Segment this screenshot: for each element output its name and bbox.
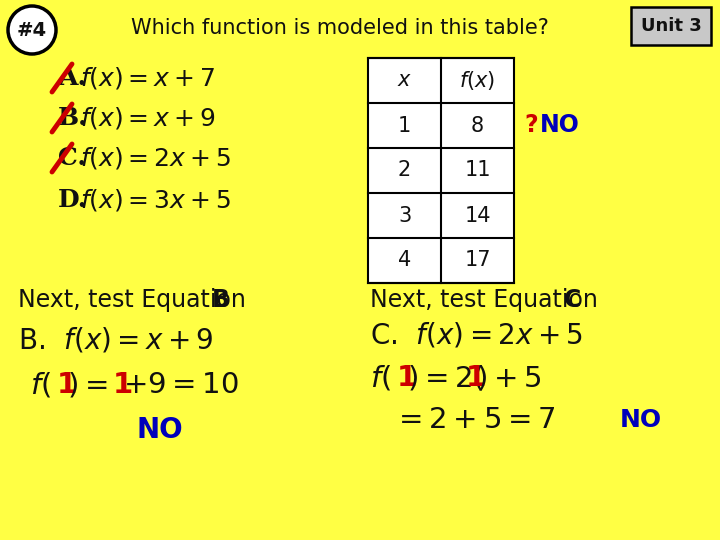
Text: 17: 17 [464, 251, 491, 271]
Text: B.: B. [58, 106, 88, 130]
Text: $f($: $f($ [370, 363, 391, 393]
Text: ?: ? [524, 113, 538, 138]
Text: $f(x) = 2x + 5$: $f(x) = 2x + 5$ [80, 145, 231, 171]
Text: 1: 1 [397, 364, 418, 392]
Text: $) = 2($: $) = 2($ [407, 363, 484, 393]
Text: $f($: $f($ [30, 370, 51, 400]
Text: NO: NO [540, 113, 580, 138]
Text: Unit 3: Unit 3 [641, 17, 701, 35]
Circle shape [8, 6, 56, 54]
Text: 1: 1 [113, 371, 133, 399]
Text: Next, test Equation: Next, test Equation [18, 288, 253, 312]
Text: 3: 3 [398, 206, 411, 226]
Text: $) + 5$: $) + 5$ [476, 363, 541, 393]
FancyBboxPatch shape [368, 58, 514, 283]
Text: C.  $f(x) = 2x + 5$: C. $f(x) = 2x + 5$ [370, 321, 583, 349]
Text: NO: NO [137, 416, 184, 444]
Text: $f(x) = 3x + 5$: $f(x) = 3x + 5$ [80, 187, 231, 213]
Text: #4: #4 [17, 21, 47, 39]
Text: 1: 1 [466, 364, 486, 392]
Text: NO: NO [620, 408, 662, 432]
Text: 1: 1 [57, 371, 77, 399]
Text: 14: 14 [464, 206, 491, 226]
Text: 11: 11 [464, 160, 491, 180]
Text: 2: 2 [398, 160, 411, 180]
Text: C: C [564, 288, 581, 312]
Text: B.  $f(x) = x + 9$: B. $f(x) = x + 9$ [18, 326, 214, 354]
Text: $= 2 + 5 = 7$: $= 2 + 5 = 7$ [393, 406, 555, 434]
Text: A.: A. [58, 66, 86, 90]
Text: 8: 8 [471, 116, 484, 136]
Text: D.: D. [58, 188, 87, 212]
FancyBboxPatch shape [631, 7, 711, 45]
Text: $ + 9 = 10$: $ + 9 = 10$ [123, 371, 239, 399]
Text: Next, test Equation: Next, test Equation [370, 288, 606, 312]
Text: $f(x) = x + 7$: $f(x) = x + 7$ [80, 65, 215, 91]
Text: $) = $: $) = $ [67, 370, 107, 400]
Text: $x$: $x$ [397, 71, 412, 91]
Text: 1: 1 [398, 116, 411, 136]
Text: Which function is modeled in this table?: Which function is modeled in this table? [131, 18, 549, 38]
Text: $f(x)$: $f(x)$ [459, 69, 495, 92]
Text: 4: 4 [398, 251, 411, 271]
Text: $f(x) = x + 9$: $f(x) = x + 9$ [80, 105, 215, 131]
Text: B: B [212, 288, 230, 312]
Text: C.: C. [58, 146, 86, 170]
